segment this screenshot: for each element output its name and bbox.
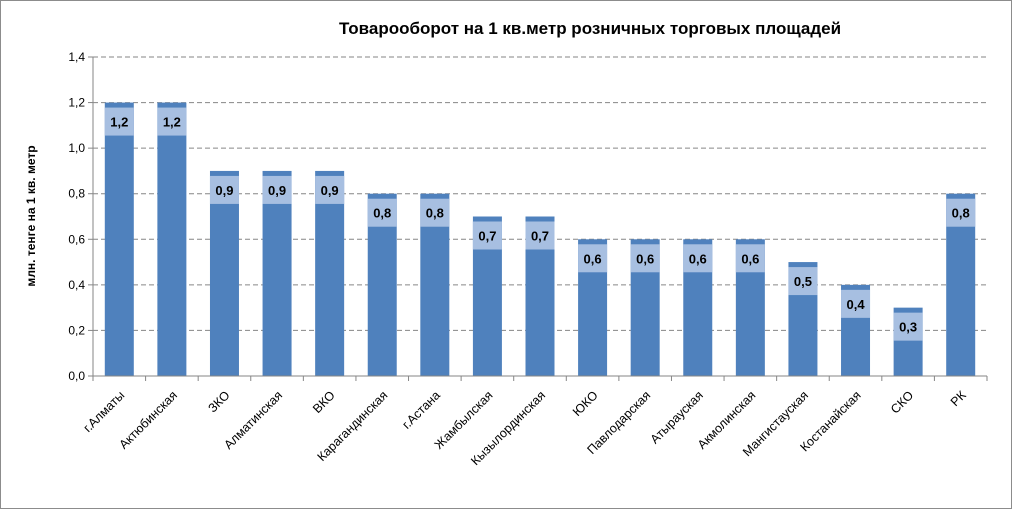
bars	[104, 102, 976, 377]
data-label: 0,6	[584, 251, 602, 266]
data-label: 0,9	[321, 183, 339, 198]
data-label-band	[420, 198, 450, 227]
data-label-band	[735, 244, 765, 273]
data-label: 1,2	[110, 115, 128, 130]
y-tick-label: 0,8	[68, 187, 85, 201]
data-label: 0,6	[636, 251, 654, 266]
y-axis-label: млн. тенге на 1 кв. метр	[24, 145, 38, 286]
bar	[157, 102, 187, 377]
x-category-label: СКО	[888, 388, 916, 416]
y-tick-labels: 0,0 0,2 0,4 0,6 0,8 1,0 1,2 1,4	[68, 50, 85, 383]
data-label-band	[630, 244, 660, 273]
chart-title: Товарооборот на 1 кв.метр розничных торг…	[339, 19, 841, 38]
data-label: 0,5	[794, 274, 812, 289]
x-category-label: ВКО	[310, 388, 338, 416]
data-label: 0,6	[741, 251, 759, 266]
data-label-band	[683, 244, 713, 273]
y-tick-label: 1,4	[68, 50, 85, 64]
bar	[315, 170, 345, 376]
x-category-label: ЗКО	[205, 388, 232, 415]
x-category-label: ЮКО	[570, 388, 601, 419]
x-category-label: г.Астана	[399, 388, 443, 432]
axes	[88, 56, 988, 381]
data-label-band	[472, 221, 502, 250]
data-label: 0,9	[268, 183, 286, 198]
y-tick-label: 1,0	[68, 141, 85, 155]
data-label: 0,4	[846, 297, 865, 312]
data-label-band	[262, 175, 292, 204]
data-label-band	[367, 198, 397, 227]
data-label: 0,8	[952, 206, 970, 221]
data-label-band	[525, 221, 555, 250]
data-label: 0,3	[899, 320, 917, 335]
bar	[104, 102, 134, 377]
bar	[209, 170, 239, 376]
data-label: 0,6	[689, 251, 707, 266]
data-label-band	[315, 175, 345, 204]
y-tick-label: 0,4	[68, 278, 85, 292]
y-tick-label: 0,0	[68, 369, 85, 383]
data-label-band	[788, 267, 818, 296]
y-tick-label: 1,2	[68, 96, 85, 110]
x-category-label: Атырауская	[648, 388, 706, 446]
data-label-band	[946, 198, 976, 227]
data-label-band	[578, 244, 608, 273]
data-label-band	[104, 107, 134, 136]
data-label: 0,9	[215, 183, 233, 198]
data-label-band	[893, 312, 923, 341]
data-label-band	[841, 289, 871, 318]
data-label: 0,8	[426, 206, 444, 221]
y-tick-label: 0,6	[68, 232, 85, 246]
bar	[262, 170, 292, 376]
data-label: 0,7	[531, 229, 549, 244]
data-label: 1,2	[163, 115, 181, 130]
grid-lines	[93, 56, 987, 331]
x-category-label: г.Алматы	[81, 388, 128, 435]
data-label-band	[209, 175, 239, 204]
data-label: 0,8	[373, 206, 391, 221]
data-label: 0,7	[478, 229, 496, 244]
data-labels: 1,2 1,2 0,9 0,9 0,9 0,8 0,8 0,7 0,7 0,6 0,6 0,6 0,6 0…	[110, 115, 969, 335]
y-tick-label: 0,2	[68, 323, 85, 337]
data-label-band	[157, 107, 187, 136]
x-category-label: РК	[948, 388, 969, 409]
